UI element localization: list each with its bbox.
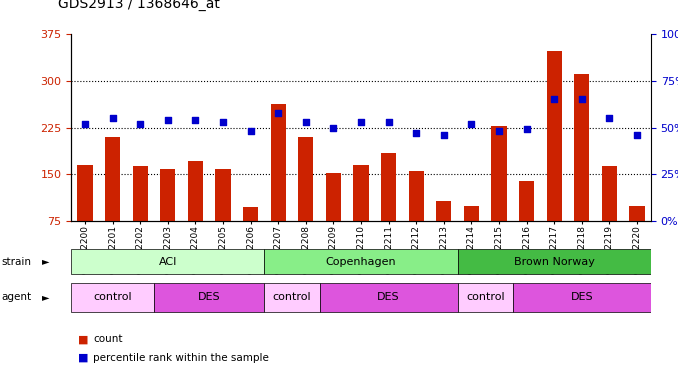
Bar (319, 283, 458, 312)
Text: control: control (466, 292, 504, 302)
Bar (243, 207, 258, 268)
Point (632, 132, 643, 138)
Point (466, 121, 477, 127)
Bar (353, 165, 369, 268)
Text: count: count (93, 334, 123, 344)
Bar (326, 173, 341, 268)
Text: strain: strain (1, 256, 31, 267)
Point (355, 119, 366, 125)
Bar (492, 126, 506, 268)
Bar (381, 153, 396, 268)
Bar (271, 104, 286, 268)
Text: DES: DES (198, 292, 220, 302)
Bar (464, 206, 479, 268)
Bar (216, 170, 231, 268)
Text: Copenhagen: Copenhagen (325, 256, 397, 267)
Point (576, 96, 587, 102)
Bar (264, 249, 458, 274)
Bar (105, 137, 120, 268)
Bar (298, 137, 313, 268)
Bar (188, 160, 203, 268)
Point (494, 128, 504, 134)
Point (328, 124, 339, 130)
Text: GDS2913 / 1368646_at: GDS2913 / 1368646_at (58, 0, 220, 11)
Text: ►: ► (42, 256, 49, 267)
Point (190, 117, 201, 123)
Bar (154, 283, 264, 312)
Point (273, 110, 283, 116)
Text: percentile rank within the sample: percentile rank within the sample (93, 353, 268, 363)
Point (135, 121, 146, 127)
Bar (71, 249, 264, 274)
Bar (133, 166, 148, 268)
Point (411, 130, 422, 136)
Text: control: control (94, 292, 132, 302)
Text: ■: ■ (78, 334, 88, 344)
Point (300, 119, 311, 125)
Point (107, 115, 118, 121)
Text: ►: ► (42, 292, 49, 302)
Bar (458, 249, 651, 274)
Text: agent: agent (1, 292, 31, 302)
Point (521, 126, 532, 132)
Bar (264, 283, 319, 312)
Bar (71, 283, 154, 312)
Text: DES: DES (571, 292, 593, 302)
Point (163, 117, 174, 123)
Text: Brown Norway: Brown Norway (514, 256, 595, 267)
Point (439, 132, 450, 138)
Point (549, 96, 560, 102)
Bar (409, 171, 424, 268)
Bar (436, 201, 452, 268)
Bar (602, 166, 617, 268)
Text: control: control (273, 292, 311, 302)
Text: ACI: ACI (159, 256, 177, 267)
Bar (77, 165, 93, 268)
Bar (519, 181, 534, 268)
Bar (546, 51, 562, 268)
Bar (458, 283, 513, 312)
Bar (629, 206, 645, 268)
Text: ■: ■ (78, 353, 88, 363)
Point (79, 121, 90, 127)
Bar (160, 170, 176, 268)
Point (245, 128, 256, 134)
Point (604, 115, 615, 121)
Point (383, 119, 394, 125)
Text: DES: DES (378, 292, 400, 302)
Point (218, 119, 228, 125)
Bar (513, 283, 651, 312)
Bar (574, 74, 589, 268)
